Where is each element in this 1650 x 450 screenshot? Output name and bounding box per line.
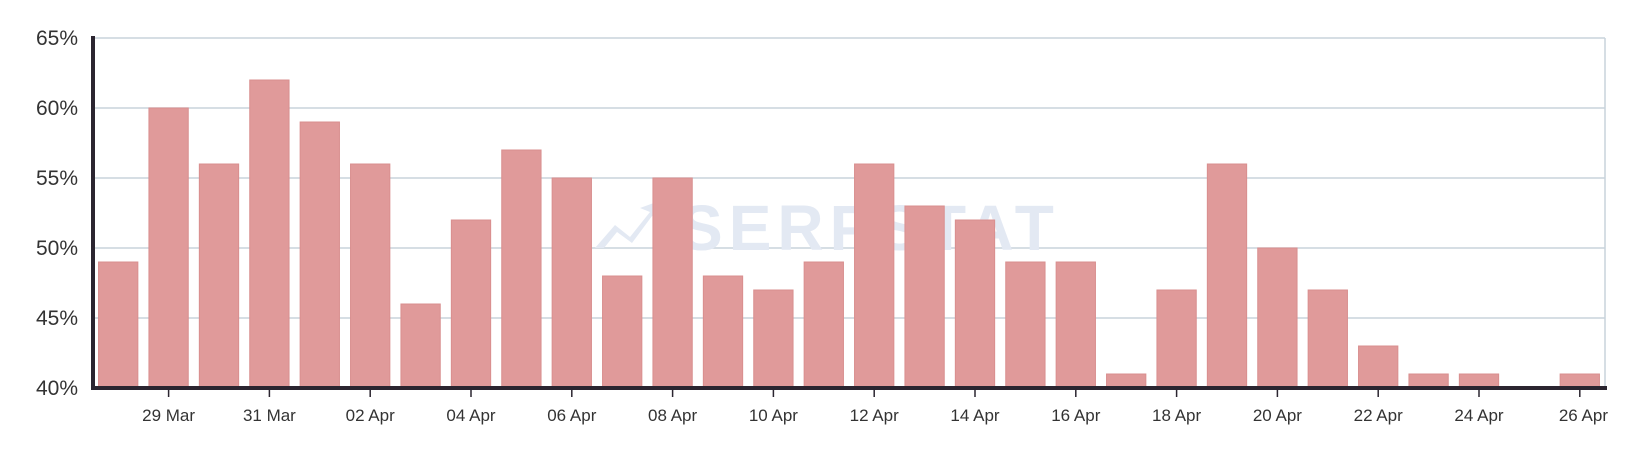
x-tick-label: 24 Apr (1454, 406, 1503, 425)
x-tick-label: 02 Apr (346, 406, 395, 425)
bar[interactable] (1206, 163, 1248, 389)
x-tick-label: 20 Apr (1253, 406, 1302, 425)
x-tick-labels: 29 Mar 31 Mar 02 Apr 04 Apr 06 Apr 08 Apr 10 A… (142, 388, 1608, 425)
x-tick-label: 16 Apr (1051, 406, 1100, 425)
y-tick-label: 45% (36, 307, 78, 330)
bar[interactable] (1106, 373, 1147, 389)
bar[interactable] (1358, 345, 1399, 389)
bar[interactable] (1408, 373, 1449, 389)
bar[interactable] (1458, 373, 1500, 389)
bar[interactable] (1307, 289, 1348, 389)
x-tick-label: 29 Mar (142, 406, 195, 425)
y-tick-labels: 40% 45% 50% 55% 60% 65% (36, 27, 78, 400)
bar[interactable] (148, 107, 189, 389)
grid-lines (93, 37, 1606, 388)
bar[interactable] (904, 205, 945, 389)
x-tick-label: 31 Mar (243, 406, 296, 425)
bar[interactable] (954, 219, 996, 389)
bar[interactable] (400, 303, 441, 389)
bar[interactable] (299, 121, 340, 389)
axes (91, 36, 1607, 390)
bar[interactable] (501, 149, 542, 389)
bars (98, 79, 1600, 389)
x-tick-label: 12 Apr (850, 406, 899, 425)
bar[interactable] (854, 163, 895, 389)
bar[interactable] (198, 163, 240, 389)
bar[interactable] (551, 177, 592, 389)
y-tick-label: 40% (36, 377, 78, 400)
bar[interactable] (652, 177, 693, 389)
bar[interactable] (803, 261, 844, 389)
y-tick-label: 65% (36, 27, 78, 50)
bar[interactable] (702, 275, 744, 389)
bar[interactable] (1055, 261, 1096, 389)
x-tick-label: 26 Apr (1559, 406, 1608, 425)
y-tick-label: 60% (36, 97, 78, 120)
y-tick-label: 55% (36, 167, 78, 190)
x-tick-label: 14 Apr (950, 406, 999, 425)
bar[interactable] (450, 219, 492, 389)
bar[interactable] (602, 275, 643, 389)
x-tick-label: 18 Apr (1152, 406, 1201, 425)
bar[interactable] (1559, 373, 1600, 389)
bar[interactable] (1005, 261, 1046, 389)
bar[interactable] (1257, 247, 1298, 389)
y-tick-label: 50% (36, 237, 78, 260)
bar[interactable] (350, 163, 391, 389)
x-tick-label: 08 Apr (648, 406, 697, 425)
serpstat-logo-icon (595, 200, 662, 248)
bar[interactable] (1156, 289, 1197, 389)
x-tick-label: 06 Apr (547, 406, 596, 425)
bar[interactable] (753, 289, 794, 389)
bar[interactable] (249, 79, 290, 389)
x-tick-label: 10 Apr (749, 406, 798, 425)
bar[interactable] (98, 261, 139, 389)
x-tick-label: 04 Apr (446, 406, 495, 425)
x-tick-label: 22 Apr (1354, 406, 1403, 425)
